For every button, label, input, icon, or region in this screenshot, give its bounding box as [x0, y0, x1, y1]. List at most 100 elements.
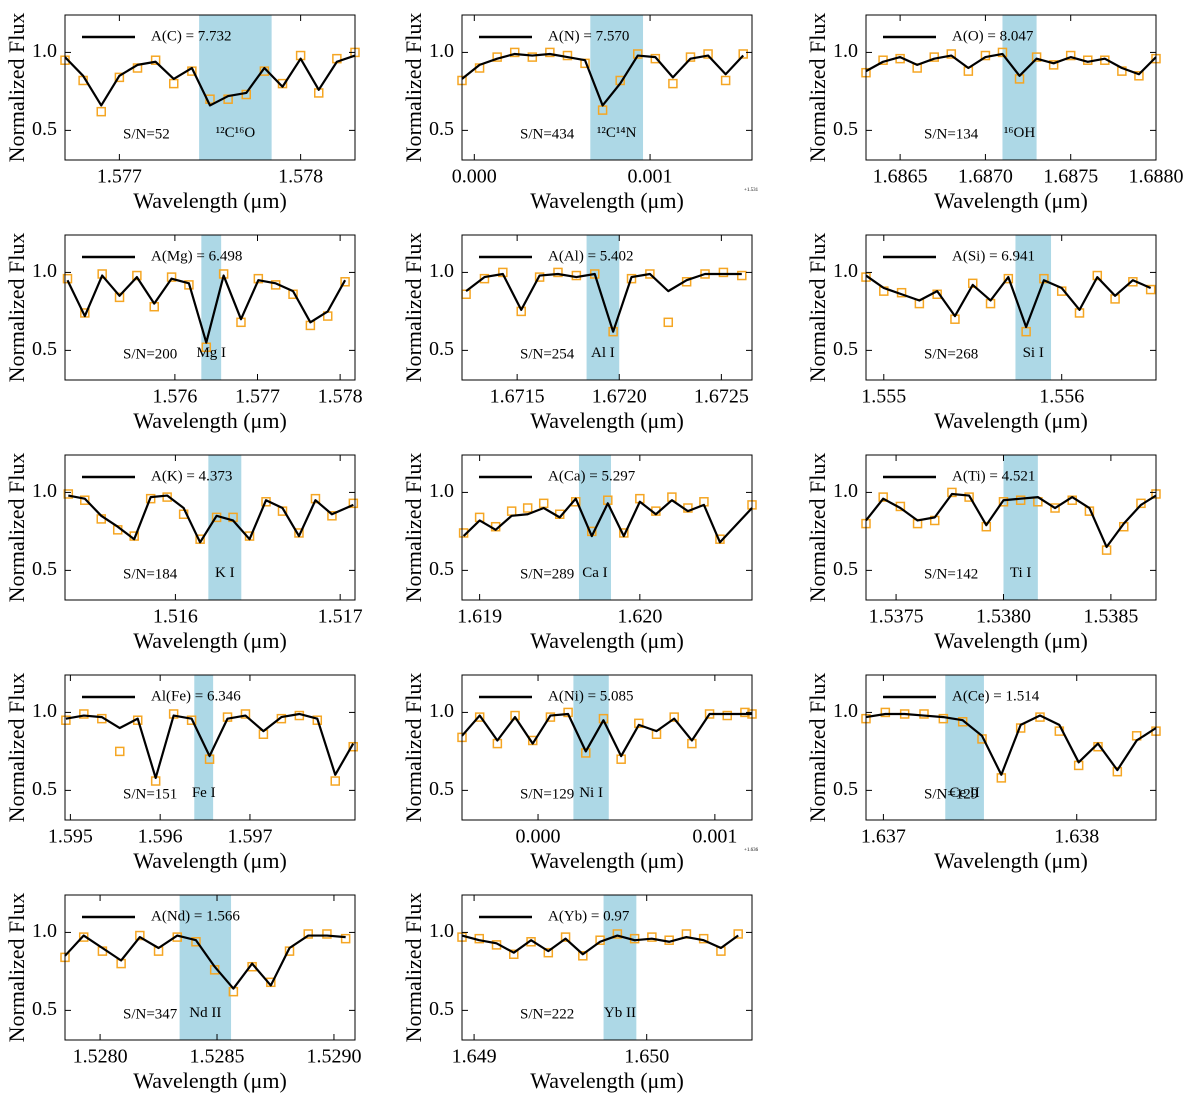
- y-tick-label: 1.0: [429, 480, 454, 502]
- line-label: Mg I: [196, 345, 226, 361]
- x-tick-label: 1.595: [48, 826, 93, 848]
- legend-label: Al(Fe) = 6.346: [151, 688, 241, 704]
- x-axis-label: Wavelength (μm): [530, 408, 684, 433]
- y-tick-label: 1.0: [32, 480, 57, 502]
- observed-point: [479, 273, 490, 284]
- observed-point: [878, 492, 888, 502]
- x-tick-label: 1.597: [227, 826, 272, 848]
- y-tick-label: 1.0: [429, 700, 454, 722]
- snr-label: S/N=129: [520, 786, 574, 802]
- x-tick-label: 0.001: [628, 166, 673, 188]
- line-label: K I: [215, 565, 235, 581]
- observed-point: [553, 267, 563, 278]
- y-tick-label: 0.5: [429, 558, 454, 580]
- x-axis-label: Wavelength (μm): [530, 188, 684, 213]
- y-tick-label: 0.5: [429, 998, 454, 1020]
- offset-text: +1.531: [744, 188, 759, 193]
- model-line: [461, 712, 752, 758]
- observed-point: [509, 47, 520, 58]
- observed-point: [461, 289, 471, 299]
- snr-label: S/N=200: [123, 346, 177, 362]
- observed-point: [327, 511, 337, 521]
- observed-point: [733, 929, 743, 939]
- observed-point: [150, 55, 161, 65]
- line-band: [603, 895, 637, 1040]
- x-tick-label: 1.650: [624, 1046, 669, 1068]
- y-tick-label: 0.5: [32, 998, 57, 1020]
- model-line: [461, 52, 745, 107]
- x-tick-label: 1.516: [153, 606, 198, 628]
- observed-point: [474, 712, 485, 722]
- observed-point: [668, 78, 678, 89]
- line-band: [179, 895, 232, 1040]
- y-tick-label: 1.0: [833, 480, 858, 502]
- x-tick-label: 1.619: [457, 606, 502, 628]
- model-line: [865, 492, 1157, 549]
- y-tick-label: 0.5: [429, 118, 454, 140]
- observed-point: [1112, 766, 1123, 777]
- y-tick-label: 1.0: [32, 700, 57, 722]
- line-label: Ni I: [579, 785, 603, 801]
- model-line: [68, 494, 354, 544]
- observed-point: [522, 503, 533, 513]
- observed-point: [967, 278, 978, 289]
- observed-point: [61, 715, 71, 725]
- observed-point: [1092, 270, 1103, 281]
- plot-frame: [64, 14, 356, 161]
- x-tick-label: 1.649: [452, 1046, 497, 1068]
- observed-point: [348, 498, 359, 509]
- panel: 1.6715 1.6720 1.6725 0.5 1.0 Wavelength (μm) N…: [401, 233, 753, 433]
- x-tick-label: 1.6720: [592, 386, 647, 408]
- y-axis-label: Normalized Flux: [805, 233, 830, 383]
- x-tick-label: 1.6865: [873, 166, 928, 188]
- observed-point: [506, 506, 517, 516]
- line-band: [194, 675, 214, 820]
- observed-point: [1050, 503, 1060, 513]
- line-label: Si I: [1023, 345, 1044, 361]
- plot-frame: [461, 674, 753, 821]
- line-band: [1002, 15, 1037, 160]
- x-tick-label: 1.5285: [190, 1046, 245, 1068]
- x-axis-label: Wavelength (μm): [530, 628, 684, 653]
- model-line: [65, 712, 355, 779]
- panel: 1.5375 1.5380 1.5385 0.5 1.0 Wavelength (μm) N…: [805, 453, 1161, 653]
- model-line: [865, 274, 1152, 329]
- y-tick-label: 0.5: [429, 778, 454, 800]
- x-tick-label: 1.5280: [73, 1046, 128, 1068]
- y-tick-label: 0.5: [32, 118, 57, 140]
- observed-point: [650, 53, 661, 64]
- line-band: [945, 675, 984, 820]
- legend-label: A(Ce) = 1.514: [952, 688, 1040, 704]
- snr-label: S/N=129: [924, 786, 978, 802]
- x-axis-label: Wavelength (μm): [133, 848, 287, 873]
- observed-point: [626, 273, 637, 284]
- observed-point: [964, 492, 974, 502]
- plot-frame: [461, 454, 753, 601]
- y-axis-label: Normalized Flux: [4, 453, 29, 603]
- observed-point: [1145, 284, 1156, 295]
- observed-point: [527, 52, 538, 62]
- line-label: Fe I: [192, 785, 216, 801]
- snr-label: S/N=52: [123, 126, 170, 142]
- observed-point: [560, 932, 571, 942]
- legend-label: A(Nd) = 1.566: [151, 908, 240, 924]
- model-line: [64, 54, 356, 107]
- observed-point: [240, 709, 251, 719]
- x-axis-label: Wavelength (μm): [133, 628, 287, 653]
- snr-label: S/N=134: [924, 126, 979, 142]
- panel: 1.577 1.578 0.5 1.0 Wavelength (μm) Normalize…: [4, 13, 360, 213]
- x-tick-label: 1.620: [617, 606, 662, 628]
- y-axis-label: Normalized Flux: [4, 893, 29, 1043]
- snr-label: S/N=347: [123, 1006, 178, 1022]
- plot-frame: [461, 234, 753, 381]
- model-line: [865, 52, 1157, 77]
- observed-point: [946, 49, 957, 59]
- model-line: [66, 274, 347, 344]
- observed-point: [191, 937, 201, 947]
- panel: 1.649 1.650 0.5 1.0 Wavelength (μm) Normalize…: [401, 893, 753, 1093]
- plot-frame: [865, 234, 1157, 381]
- legend-label: A(Ti) = 4.521: [952, 468, 1035, 484]
- observed-point: [1003, 273, 1014, 284]
- observed-point: [1065, 50, 1076, 61]
- x-tick-label: 1.576: [152, 386, 197, 408]
